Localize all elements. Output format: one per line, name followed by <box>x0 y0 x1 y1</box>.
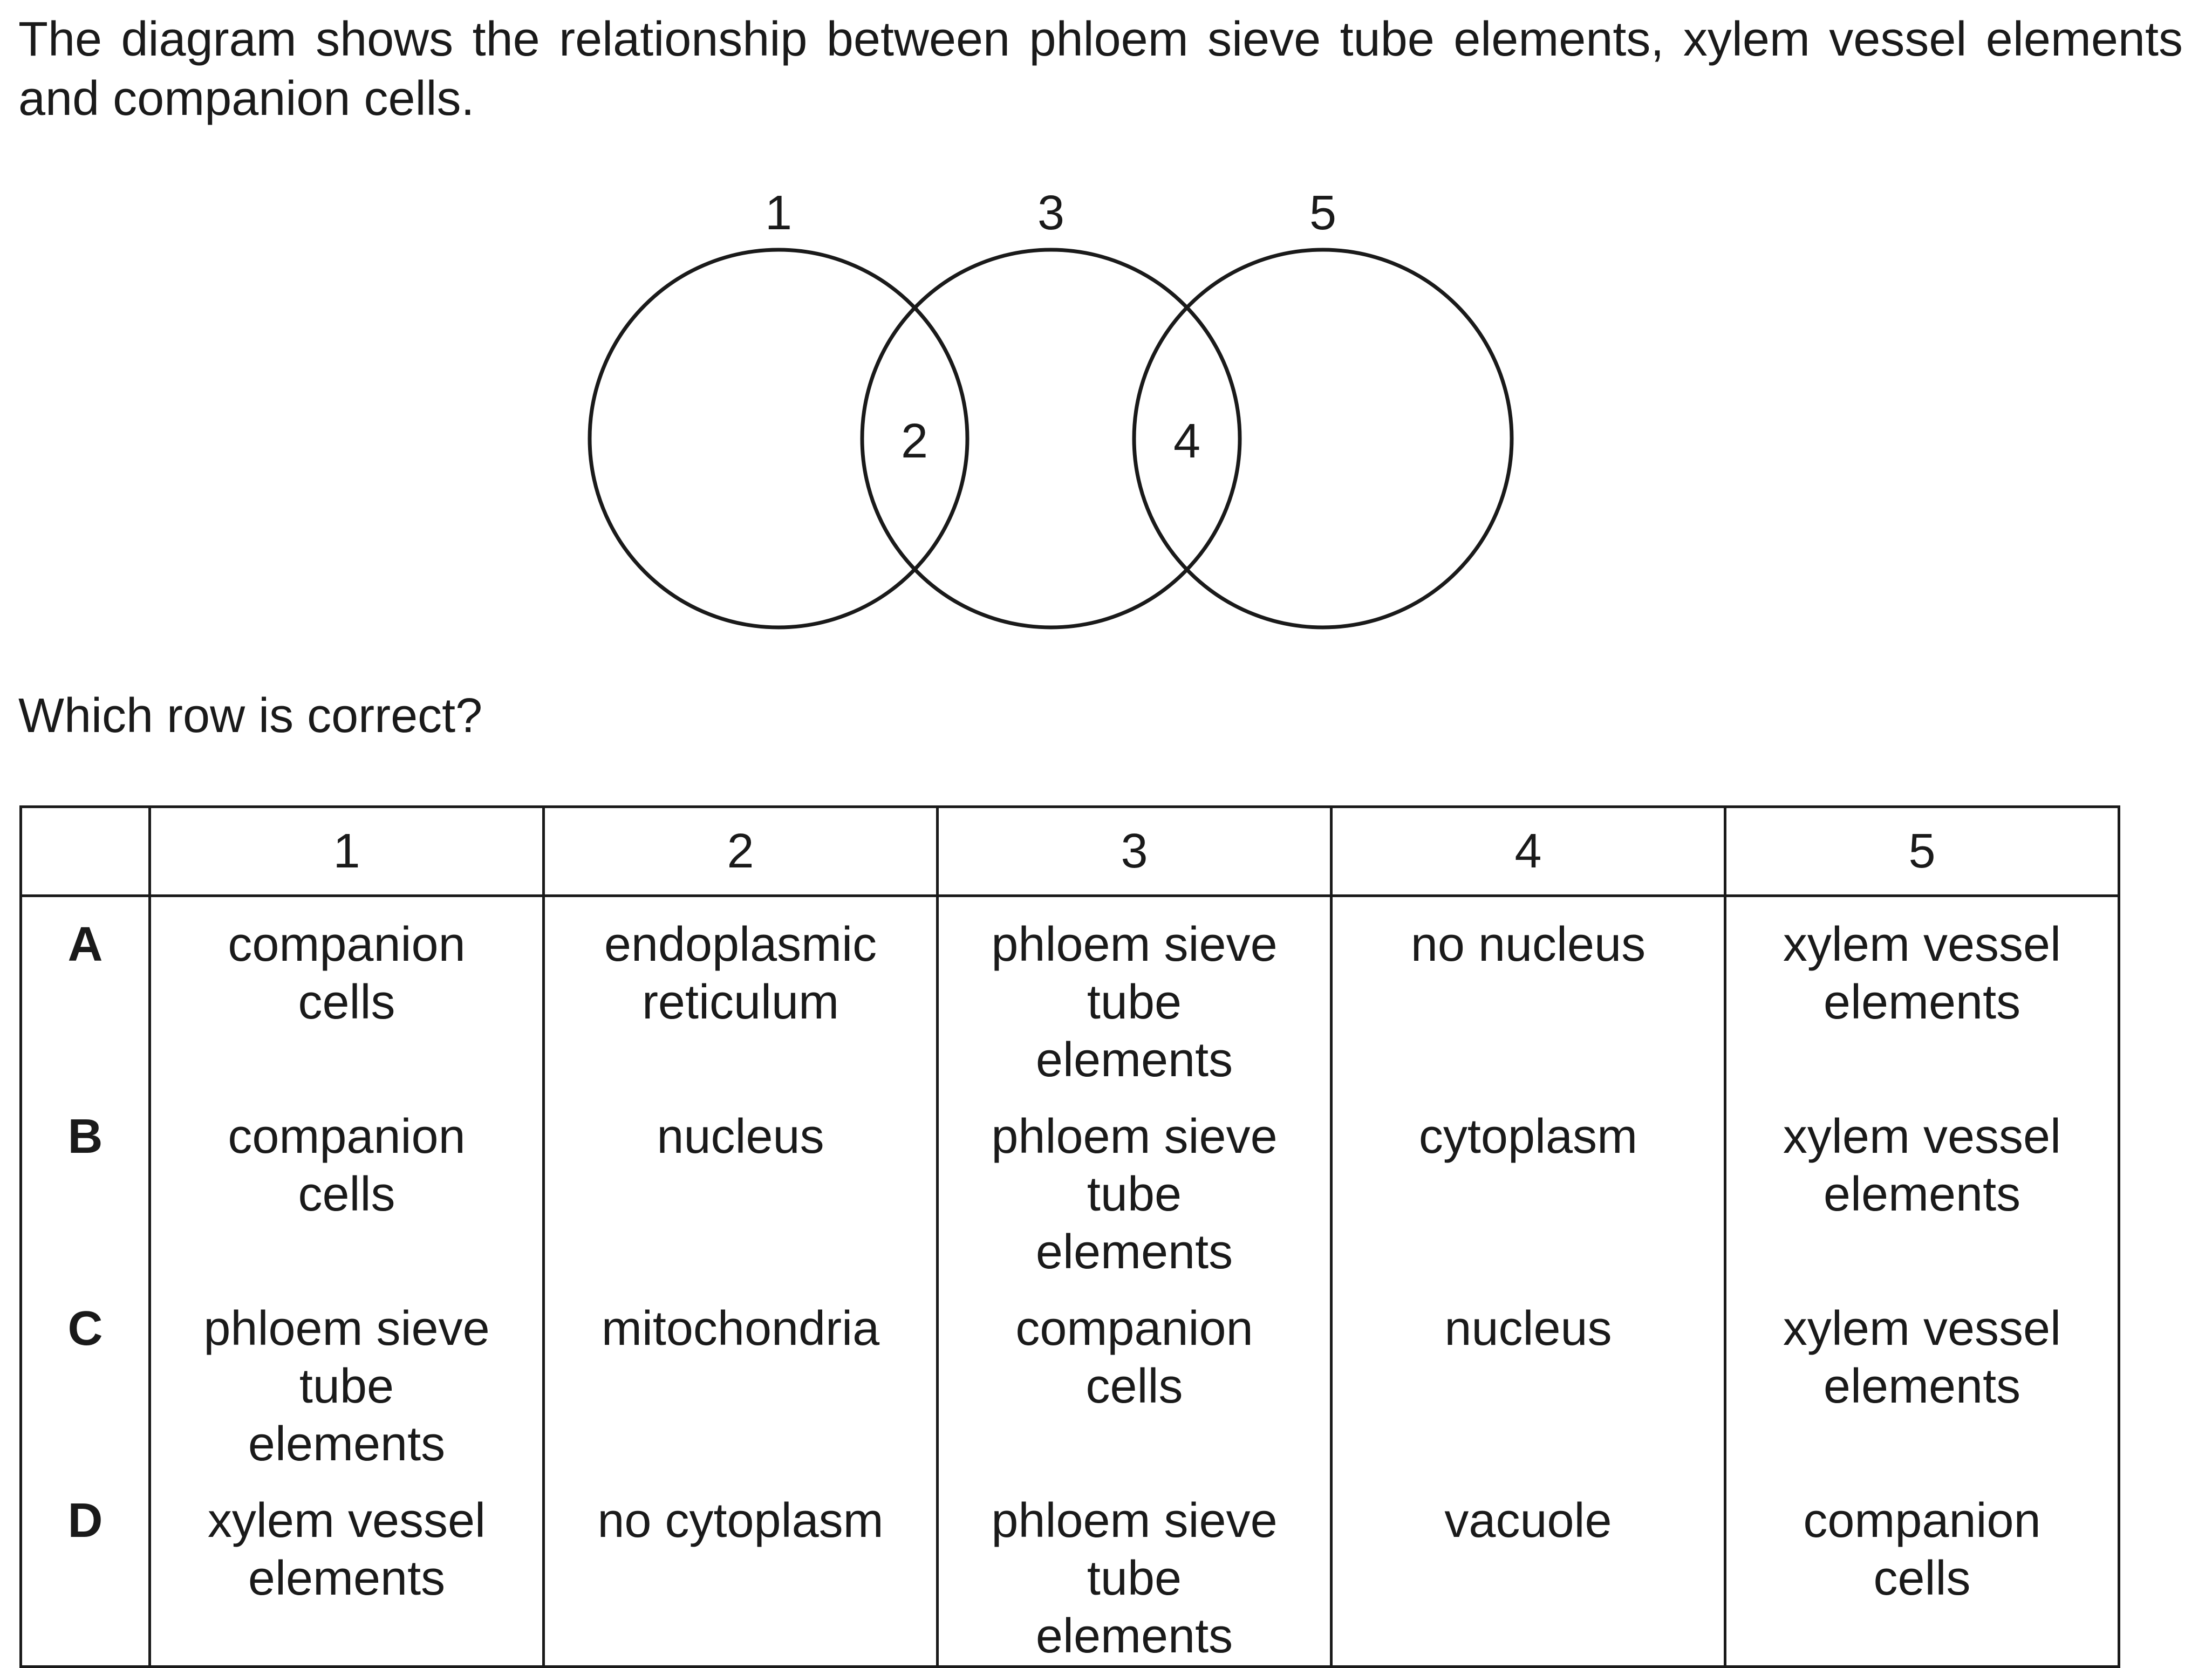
table-header-row: 1 2 3 4 5 <box>19 805 2120 897</box>
venn-label-5: 5 <box>1309 186 1336 240</box>
cell-text: mitochondria <box>601 1302 880 1356</box>
cell-text: phloem sieve tube elements <box>991 1494 1278 1663</box>
row-letter: C <box>19 1281 151 1473</box>
row-letter: D <box>19 1473 151 1668</box>
table-cell: nucleus <box>1330 1281 1726 1473</box>
venn-circle-left <box>588 248 970 630</box>
cell-text: xylem vessel elements <box>1783 1110 2061 1221</box>
table-cell: xylem vessel elements <box>1724 1089 2120 1281</box>
answer-table: 1 2 3 4 5 A companion cells endoplasmic … <box>19 805 2120 1668</box>
cell-text: companion cells <box>228 918 466 1029</box>
table-cell: phloem sieve tube elements <box>936 1473 1333 1668</box>
header-cell: 2 <box>542 805 939 897</box>
table-cell: phloem sieve tube elements <box>936 1089 1333 1281</box>
cell-text: companion cells <box>1015 1302 1253 1413</box>
table-cell: no nucleus <box>1330 895 1726 1089</box>
row-letter: B <box>19 1089 151 1281</box>
cell-text: endoplasmic reticulum <box>604 918 877 1029</box>
table-cell: nucleus <box>542 1089 939 1281</box>
table-row: C phloem sieve tube elements mitochondri… <box>19 1281 2120 1473</box>
header-cell: 5 <box>1724 805 2120 897</box>
table-cell: xylem vessel elements <box>1724 1281 2120 1473</box>
header-cell: 3 <box>936 805 1333 897</box>
header-cell-blank <box>19 805 151 897</box>
cell-text: no cytoplasm <box>597 1494 884 1548</box>
cell-text: xylem vessel elements <box>1783 1302 2061 1413</box>
cell-text: xylem vessel elements <box>1783 918 2061 1029</box>
table-cell: phloem sieve tube elements <box>936 895 1333 1089</box>
table-cell: endoplasmic reticulum <box>542 895 939 1089</box>
table-cell: no cytoplasm <box>542 1473 939 1668</box>
table-row: A companion cells endoplasmic reticulum … <box>19 895 2120 1089</box>
table-cell: companion cells <box>148 895 545 1089</box>
cell-text: phloem sieve tube elements <box>991 918 1278 1087</box>
cell-text: phloem sieve tube elements <box>991 1110 1278 1279</box>
venn-label-1: 1 <box>765 186 792 240</box>
venn-circle-right <box>1132 248 1514 630</box>
table-cell: companion cells <box>148 1089 545 1281</box>
table-row: D xylem vessel elements no cytoplasm phl… <box>19 1473 2120 1668</box>
cell-text: nucleus <box>657 1110 824 1164</box>
cell-text: no nucleus <box>1410 918 1646 972</box>
table-cell: xylem vessel elements <box>148 1473 545 1668</box>
venn-circle-middle <box>860 248 1242 630</box>
intro-text: The diagram shows the relationship betwe… <box>18 12 2183 126</box>
cell-text: vacuole <box>1444 1494 1612 1548</box>
venn-label-2: 2 <box>901 414 928 468</box>
table-cell: companion cells <box>1724 1473 2120 1668</box>
cell-text: companion cells <box>1803 1494 2041 1605</box>
header-cell: 4 <box>1330 805 1726 897</box>
row-letter: A <box>19 895 151 1089</box>
cell-text: phloem sieve tube elements <box>203 1302 490 1471</box>
question-text: Which row is correct? <box>18 689 483 743</box>
table-row: B companion cells nucleus phloem sieve t… <box>19 1089 2120 1281</box>
table-cell: xylem vessel elements <box>1724 895 2120 1089</box>
table-cell: mitochondria <box>542 1281 939 1473</box>
table-cell: companion cells <box>936 1281 1333 1473</box>
cell-text: cytoplasm <box>1418 1110 1638 1164</box>
table-cell: vacuole <box>1330 1473 1726 1668</box>
venn-label-3: 3 <box>1037 186 1064 240</box>
venn-diagram: 1 3 5 2 4 <box>588 186 1514 630</box>
cell-text: xylem vessel elements <box>207 1494 486 1605</box>
cell-text: nucleus <box>1444 1302 1612 1356</box>
header-cell: 1 <box>148 805 545 897</box>
table-cell: cytoplasm <box>1330 1089 1726 1281</box>
table-cell: phloem sieve tube elements <box>148 1281 545 1473</box>
cell-text: companion cells <box>228 1110 466 1221</box>
venn-label-4: 4 <box>1173 414 1200 468</box>
